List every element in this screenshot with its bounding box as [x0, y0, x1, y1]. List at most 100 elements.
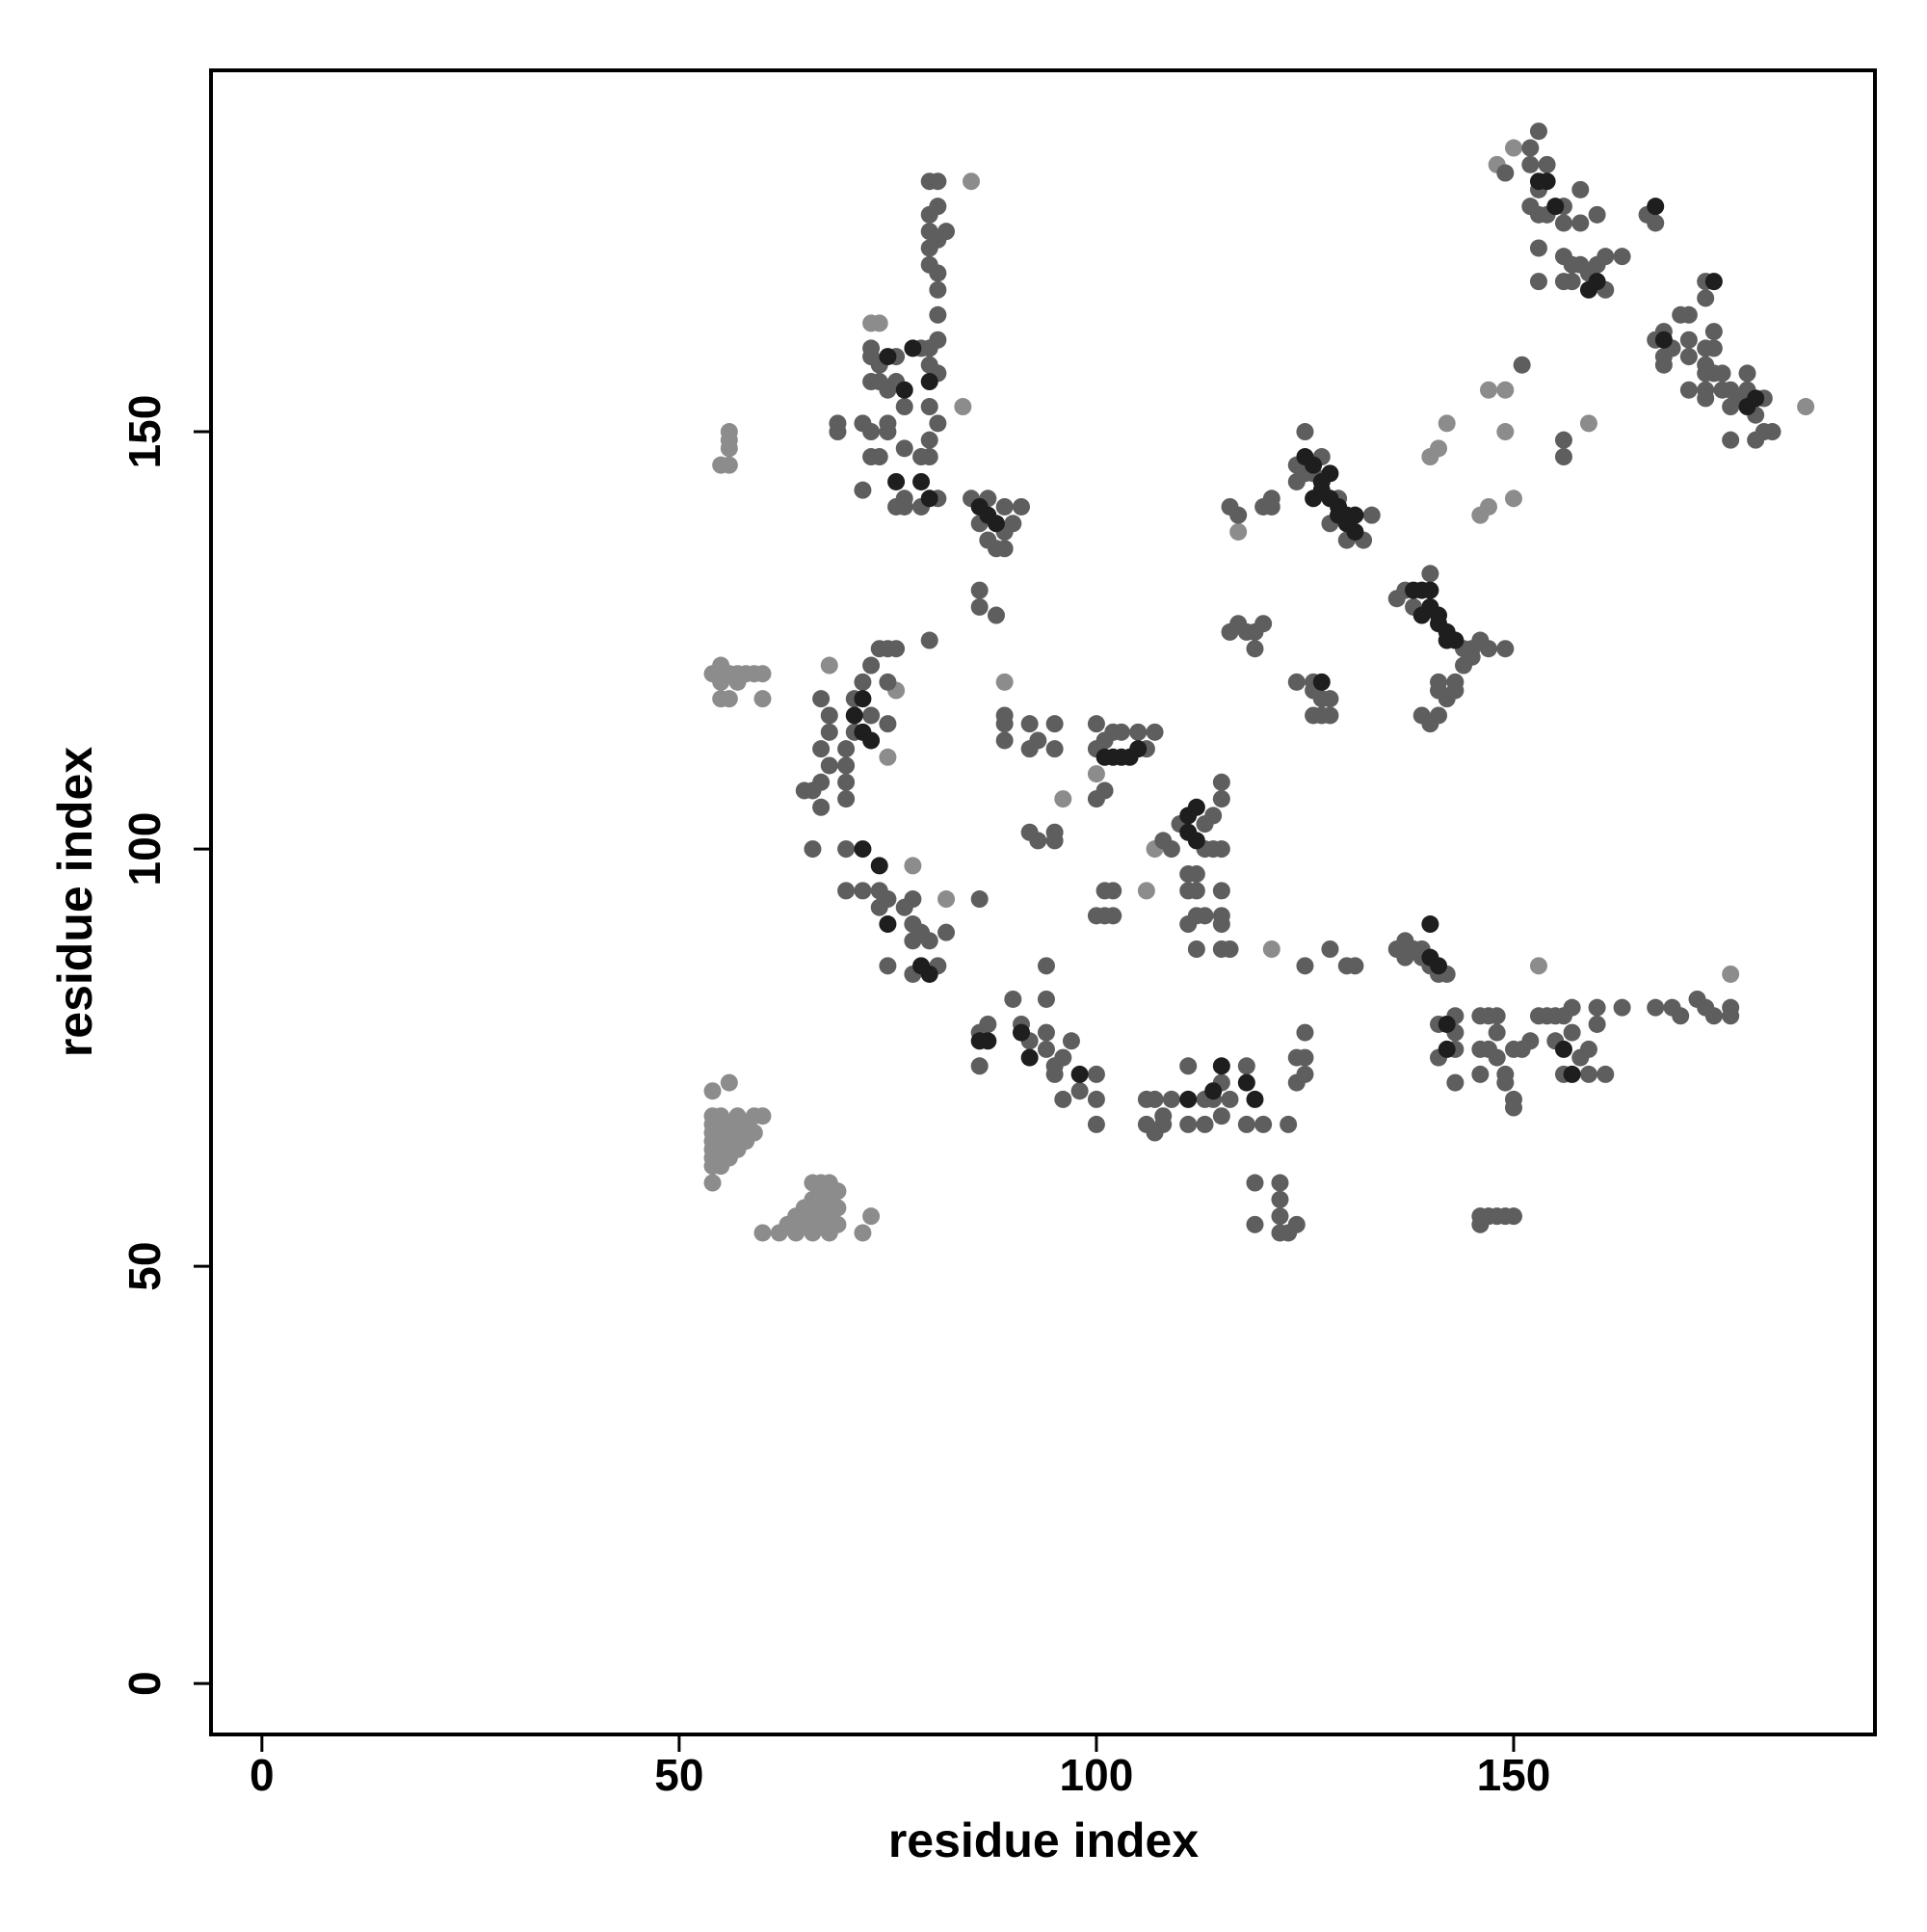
- contact-point: [1654, 356, 1673, 374]
- contact-point: [879, 957, 897, 975]
- contact-point: [1129, 723, 1148, 741]
- contact-point: [1271, 1224, 1289, 1242]
- contact-point: [970, 890, 989, 909]
- contact-point: [854, 840, 872, 859]
- contact-point: [837, 882, 856, 900]
- contact-point: [954, 398, 972, 416]
- contact-point: [929, 305, 947, 324]
- contact-point: [1179, 865, 1198, 884]
- contact-point: [1004, 515, 1022, 533]
- contact-point: [1588, 205, 1606, 224]
- contact-point: [1763, 423, 1782, 441]
- contact-point: [1421, 915, 1439, 934]
- contact-point: [1179, 915, 1198, 934]
- contact-point: [1212, 1107, 1230, 1125]
- contact-point: [1287, 1215, 1306, 1233]
- contact-point: [812, 798, 831, 816]
- contact-point: [1095, 781, 1114, 800]
- contact-point: [1529, 122, 1547, 141]
- contact-point: [879, 715, 897, 733]
- x-tick-label: 100: [1060, 1750, 1134, 1800]
- contact-point: [929, 414, 947, 433]
- contact-point: [1554, 431, 1572, 449]
- contact-point: [1554, 214, 1572, 232]
- contact-point: [1647, 198, 1665, 216]
- contact-point: [1045, 715, 1064, 733]
- contact-point: [1588, 273, 1606, 291]
- contact-point: [1087, 715, 1105, 733]
- contact-point: [1529, 273, 1547, 291]
- contact-point: [870, 898, 888, 916]
- contact-point: [1305, 490, 1323, 508]
- contact-point: [920, 448, 938, 466]
- contact-point: [1087, 1090, 1105, 1108]
- contact-point: [795, 781, 813, 800]
- contact-point: [820, 656, 838, 675]
- contact-point: [937, 223, 956, 241]
- contact-point: [1421, 565, 1439, 583]
- contact-point: [1713, 364, 1731, 383]
- contact-point: [1722, 1007, 1740, 1025]
- contact-point: [1563, 273, 1581, 291]
- contact-point: [1496, 1073, 1515, 1092]
- contact-point: [895, 398, 913, 416]
- contact-point: [837, 840, 856, 859]
- contact-point: [812, 740, 831, 758]
- contact-point: [1204, 807, 1223, 825]
- contact-point: [837, 740, 856, 758]
- contact-point: [1597, 248, 1615, 266]
- contact-point: [829, 1199, 847, 1217]
- contact-point: [753, 690, 772, 708]
- contact-point: [1296, 1023, 1314, 1042]
- contact-point: [854, 882, 872, 900]
- contact-point: [929, 198, 947, 216]
- contact-point: [1212, 773, 1230, 791]
- contact-point: [812, 690, 831, 708]
- contact-point: [879, 915, 897, 934]
- contact-point: [1430, 673, 1448, 691]
- contact-point: [1020, 715, 1039, 733]
- contact-point: [1571, 214, 1590, 232]
- contact-point: [1037, 957, 1055, 975]
- contact-point: [854, 1224, 872, 1242]
- contact-point: [1421, 581, 1439, 599]
- contact-point: [1104, 907, 1122, 925]
- contact-point: [703, 1174, 722, 1192]
- contact-point: [1146, 1090, 1164, 1108]
- contact-point: [895, 439, 913, 458]
- contact-point: [879, 748, 897, 766]
- contact-point: [1246, 1174, 1264, 1192]
- contact-point: [1246, 640, 1264, 658]
- contact-point: [1187, 798, 1205, 816]
- contact-point: [879, 381, 897, 399]
- contact-point: [1430, 957, 1448, 975]
- contact-point: [970, 497, 989, 516]
- contact-point: [1237, 1115, 1255, 1133]
- contact-point: [1438, 1015, 1456, 1033]
- contact-point: [1062, 1032, 1080, 1050]
- contact-point: [862, 706, 881, 725]
- contact-point: [1504, 1098, 1522, 1117]
- contact-point: [1463, 648, 1481, 666]
- contact-point: [1747, 389, 1765, 408]
- contact-point: [987, 515, 1005, 533]
- contact-point: [1037, 1040, 1055, 1058]
- contact-point: [854, 690, 872, 708]
- contact-point: [1287, 673, 1306, 691]
- contact-point: [1513, 356, 1531, 374]
- contact-point: [1221, 622, 1239, 641]
- contact-point: [1446, 1073, 1465, 1092]
- contact-point: [1654, 331, 1673, 349]
- contact-point: [1254, 1115, 1273, 1133]
- contact-point: [1672, 1007, 1690, 1025]
- contact-point: [1538, 172, 1556, 191]
- contact-point: [1563, 1023, 1581, 1042]
- contact-point: [904, 857, 922, 875]
- contact-point: [862, 656, 881, 675]
- contact-point: [920, 932, 938, 950]
- contact-point: [1254, 497, 1273, 516]
- contact-point: [1037, 1023, 1055, 1042]
- contact-point: [1521, 139, 1540, 157]
- contact-point: [904, 339, 922, 357]
- contact-point: [1229, 522, 1248, 541]
